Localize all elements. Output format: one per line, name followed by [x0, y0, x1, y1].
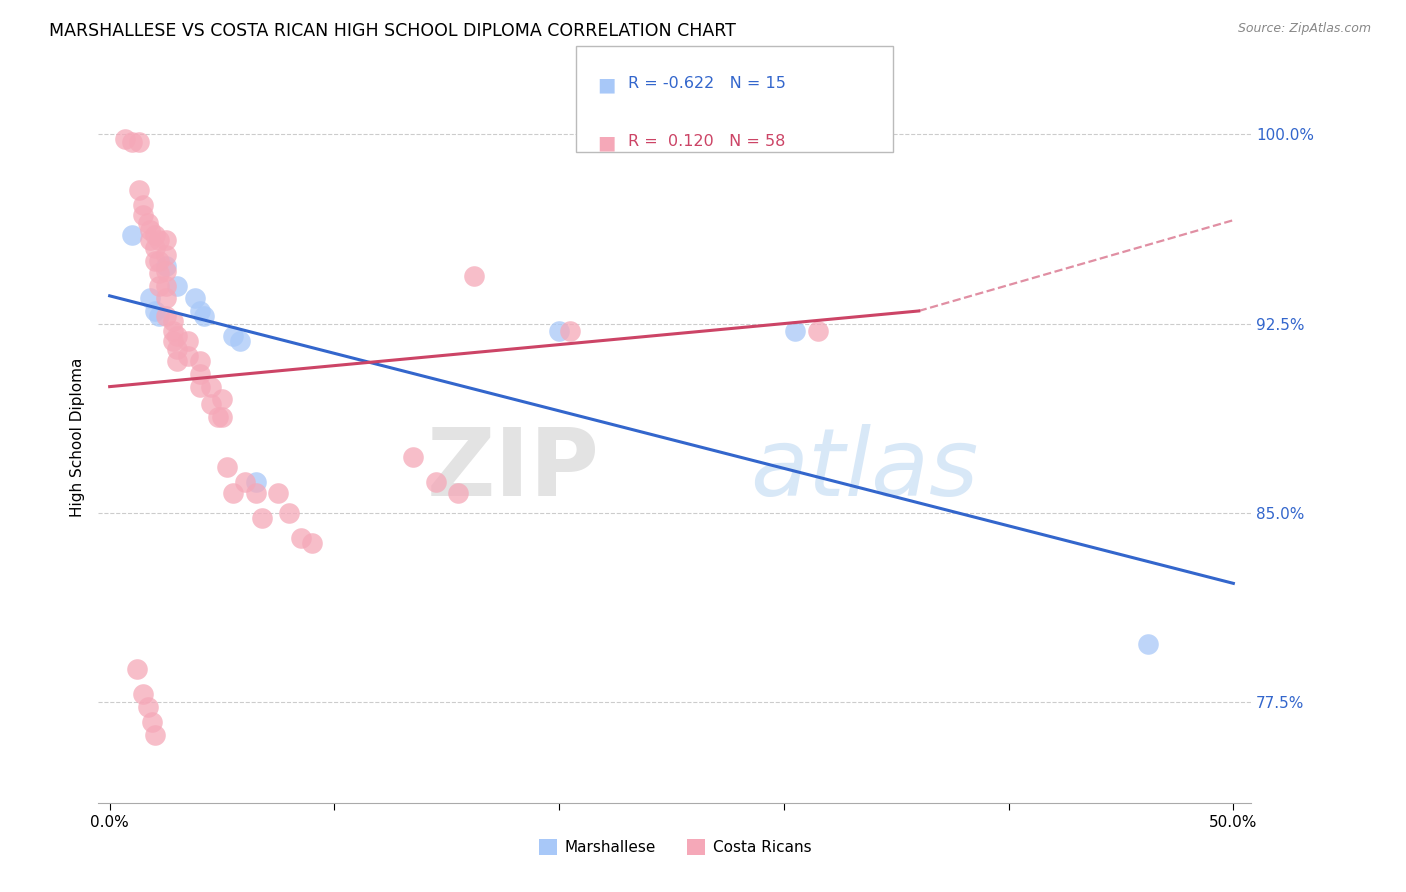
Point: [252, 510, 274, 524]
Point: [128, 183, 150, 197]
Point: [425, 475, 447, 490]
Text: R = -0.622   N = 15: R = -0.622 N = 15: [628, 76, 786, 91]
Point: [560, 324, 582, 338]
Point: [132, 198, 155, 212]
Point: [290, 531, 312, 545]
Point: [143, 228, 166, 243]
Point: [222, 485, 245, 500]
Text: MARSHALLESE VS COSTA RICAN HIGH SCHOOL DIPLOMA CORRELATION CHART: MARSHALLESE VS COSTA RICAN HIGH SCHOOL D…: [49, 22, 737, 40]
Point: [143, 253, 166, 268]
Point: [139, 291, 162, 305]
Point: [229, 334, 252, 349]
Point: [267, 485, 290, 500]
Point: [447, 485, 470, 500]
Point: [162, 334, 184, 349]
Point: [139, 233, 162, 247]
Point: [155, 259, 177, 273]
Point: [143, 728, 166, 742]
Text: atlas: atlas: [749, 425, 979, 516]
Point: [177, 334, 200, 349]
Text: ■: ■: [598, 76, 616, 95]
Point: [148, 278, 170, 293]
Point: [207, 409, 229, 424]
Point: [166, 342, 188, 356]
Point: [233, 475, 256, 490]
Point: [155, 278, 177, 293]
Text: Source: ZipAtlas.com: Source: ZipAtlas.com: [1237, 22, 1371, 36]
Point: [402, 450, 425, 465]
Point: [188, 367, 211, 381]
Point: [177, 350, 200, 364]
Point: [1136, 637, 1159, 651]
Legend: Marshallese, Costa Ricans: Marshallese, Costa Ricans: [533, 833, 817, 861]
Point: [215, 460, 238, 475]
Point: [141, 715, 163, 730]
Point: [139, 223, 162, 237]
Point: [245, 485, 267, 500]
Point: [188, 354, 211, 368]
Y-axis label: High School Diploma: High School Diploma: [70, 358, 86, 516]
Point: [148, 253, 170, 268]
Point: [143, 241, 166, 255]
Point: [143, 304, 166, 318]
Point: [125, 662, 148, 676]
Point: [166, 329, 188, 343]
Point: [193, 309, 215, 323]
Point: [548, 324, 571, 338]
Point: [200, 379, 222, 393]
Point: [278, 506, 301, 520]
Point: [166, 354, 188, 368]
Point: [211, 409, 233, 424]
Point: [148, 309, 170, 323]
Point: [121, 135, 143, 149]
Point: [184, 291, 207, 305]
Point: [155, 291, 177, 305]
Point: [155, 248, 177, 262]
Point: [148, 233, 170, 247]
Point: [162, 324, 184, 338]
Point: [162, 314, 184, 328]
Text: ZIP: ZIP: [427, 424, 600, 516]
Point: [200, 397, 222, 411]
Point: [136, 216, 159, 230]
Text: R =  0.120   N = 58: R = 0.120 N = 58: [628, 134, 786, 149]
Point: [148, 266, 170, 280]
Point: [188, 379, 211, 393]
Point: [463, 268, 485, 283]
Point: [188, 304, 211, 318]
Point: [121, 228, 143, 243]
Point: [785, 324, 807, 338]
Point: [132, 208, 155, 222]
Point: [245, 475, 267, 490]
Point: [114, 132, 136, 146]
Point: [155, 309, 177, 323]
Point: [128, 135, 150, 149]
Point: [807, 324, 830, 338]
Point: [132, 687, 155, 701]
Point: [222, 329, 245, 343]
Point: [155, 233, 177, 247]
Point: [211, 392, 233, 407]
Point: [166, 278, 188, 293]
Point: [136, 700, 159, 714]
Point: [155, 263, 177, 277]
Text: ■: ■: [598, 134, 616, 153]
Point: [301, 536, 323, 550]
